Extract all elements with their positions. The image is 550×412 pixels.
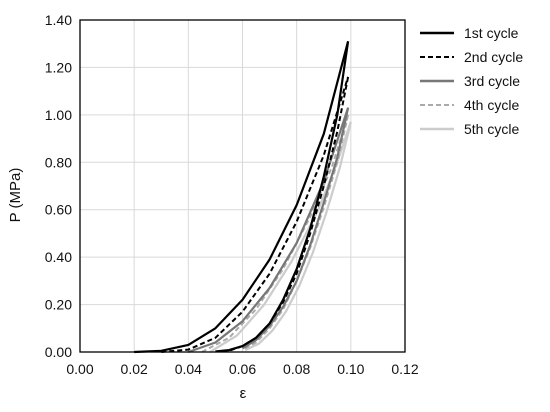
- y-tick-label: 0.60: [45, 202, 72, 218]
- legend-label-1st-cycle: 1st cycle: [464, 25, 519, 41]
- y-tick-label: 1.40: [45, 12, 72, 28]
- x-tick-label: 0.08: [283, 361, 310, 377]
- y-tick-label: 0.20: [45, 297, 72, 313]
- x-tick-label: 0.06: [229, 361, 256, 377]
- series-4th-cycle-unloading: [242, 114, 350, 351]
- x-tick-label: 0.02: [121, 361, 148, 377]
- grid: [79, 19, 406, 353]
- x-tick-label: 0.04: [175, 361, 202, 377]
- y-tick-label: 0.80: [45, 154, 72, 170]
- x-axis-title: ε: [240, 385, 247, 402]
- legend-label-4th-cycle: 4th cycle: [464, 97, 519, 113]
- plot-frame: [79, 19, 406, 353]
- x-tick-label: 0.00: [66, 361, 93, 377]
- y-tick-label: 0.40: [45, 249, 72, 265]
- series-layer: [134, 41, 352, 354]
- series-2nd-cycle-unloading: [228, 76, 350, 352]
- series-1st-cycle-loading: [134, 41, 350, 354]
- legend-label-5th-cycle: 5th cycle: [464, 121, 519, 137]
- legend-label-2nd-cycle: 2nd cycle: [464, 49, 523, 65]
- series-5th-cycle-unloading: [244, 121, 352, 352]
- legend-label-3rd-cycle: 3rd cycle: [464, 73, 520, 89]
- series-2nd-cycle-loading: [161, 76, 350, 353]
- series-1st-cycle-unloading: [215, 41, 350, 353]
- legend: 1st cycle 2nd cycle 3rd cycle 4th cycle 5th …: [420, 25, 523, 137]
- x-tick-label: 0.12: [391, 361, 418, 377]
- x-tick-label: 0.10: [337, 361, 364, 377]
- x-tick-labels: 0.00 0.02 0.04 0.06 0.08 0.10 0.12: [66, 361, 418, 377]
- series-3rd-cycle-loading: [187, 107, 350, 354]
- y-axis-title: P (MPa): [7, 168, 24, 223]
- y-tick-label: 1.20: [45, 59, 72, 75]
- y-tick-label: 1.00: [45, 107, 72, 123]
- y-tick-label: 0.00: [45, 344, 72, 360]
- series-3rd-cycle-unloading: [241, 107, 350, 350]
- y-tick-labels: 0.00 0.20 0.40 0.60 0.80 1.00 1.20 1.40: [45, 12, 72, 360]
